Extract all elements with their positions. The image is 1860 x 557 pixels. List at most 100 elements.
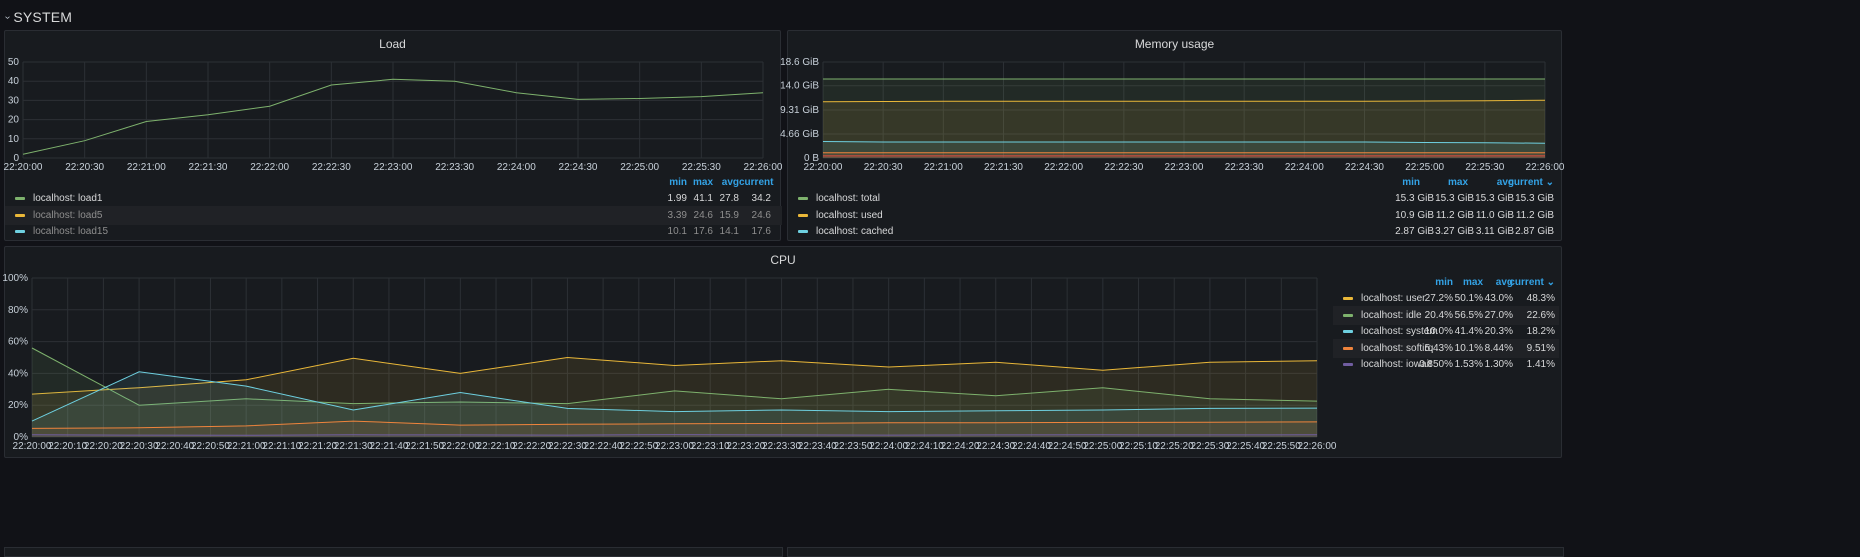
y-tick-label: 10 — [8, 134, 20, 145]
legend-item[interactable]: localhost: system 10.0% 41.4% 20.3% 18.2% — [1333, 322, 1559, 341]
legend-series-name[interactable]: localhost: system — [1361, 326, 1438, 337]
panel-load[interactable]: Load 0 10 20 30 40 50 22:20:00 22:20:30 22:21:00… — [4, 30, 783, 241]
y-tick-label: 0% — [14, 432, 29, 443]
load-chart[interactable]: 0 10 20 30 40 50 22:20:00 22:20:30 22:21:00 22:21… — [4, 31, 783, 201]
legend-item[interactable]: localhost: idle 20.4% 56.5% 27.0% 22.6% — [1333, 305, 1559, 325]
series-color-swatch[interactable] — [1343, 346, 1353, 350]
legend-header-avg[interactable]: avg — [1496, 177, 1514, 188]
series-color-swatch[interactable] — [1343, 297, 1353, 300]
legend-header-current[interactable]: current ⌄ — [1508, 177, 1554, 188]
x-tick-label: 22:20:50 — [191, 441, 230, 452]
legend-header-max[interactable]: max — [1447, 177, 1468, 188]
x-tick-label: 22:24:30 — [1345, 162, 1384, 173]
legend-item[interactable]: localhost: user 27.2% 50.1% 43.0% 48.3% — [1333, 289, 1559, 308]
panel-title[interactable]: CPU — [770, 253, 796, 267]
x-tick-label: 22:21:30 — [984, 162, 1023, 173]
legend-value-min: 0.850% — [1419, 359, 1453, 370]
legend-value-avg: 27.0% — [1484, 309, 1513, 321]
legend-value-current: 34.2 — [751, 193, 771, 204]
cpu-chart[interactable]: 0%20%40%60%80%100%22:20:0022:20:1022:20:… — [2, 247, 1336, 459]
x-tick-label: 22:23:30 — [762, 441, 801, 452]
legend-item[interactable]: localhost: softirq 5.43% 10.1% 8.44% 9.51% — [1333, 338, 1559, 358]
legend-value-current: 15.3 GiB — [1515, 193, 1554, 204]
legend-series-name[interactable]: localhost: softirq — [1361, 342, 1434, 354]
collapsed-panel-left — [4, 547, 783, 557]
panel-memory-usage[interactable]: Memory usage 0 B 4.66 GiB 9.31 GiB 14.0 GiB… — [780, 30, 1565, 241]
series-color-swatch[interactable] — [798, 230, 808, 233]
legend-value-min: 5.43% — [1424, 342, 1453, 354]
panel-cpu[interactable]: CPU 0% 20% 40% 60% 80% 100% 22:20:00 22:20:10 22… — [2, 246, 1562, 459]
x-tick-label: 22:23:00 — [655, 441, 694, 452]
series-line-localhost-cached — [822, 141, 1546, 144]
series-color-swatch[interactable] — [15, 197, 25, 200]
legend-item[interactable]: localhost: used 10.9 GiB 11.2 GiB 11.0 GiB 1… — [788, 206, 1563, 225]
legend-value-avg: 15.3 GiB — [1475, 193, 1514, 204]
y-tick-label: 40% — [8, 368, 28, 379]
legend-item[interactable]: localhost: total 15.3 GiB 15.3 GiB 15.3 GiB… — [788, 189, 1563, 208]
x-tick-label: 22:21:20 — [298, 441, 337, 452]
series-color-swatch[interactable] — [1343, 363, 1353, 366]
legend-header-max[interactable]: max — [692, 177, 713, 188]
legend-item[interactable]: localhost: load1 1.99 41.1 27.8 34.2 — [5, 189, 782, 208]
legend-series-name[interactable]: localhost: user — [1361, 293, 1426, 304]
x-tick-label: 22:24:00 — [497, 162, 536, 173]
series-area-free — [823, 155, 1545, 158]
series-area-localhost-user — [32, 357, 1317, 437]
x-tick-label: 22:24:00 — [869, 441, 908, 452]
load-legend: min max avg current localhost: load1 1.99… — [5, 177, 782, 239]
x-tick-label: 22:20:30 — [864, 162, 903, 173]
series-color-swatch[interactable] — [15, 230, 25, 233]
legend-series-name[interactable]: localhost: idle — [1361, 309, 1422, 321]
memory-chart[interactable]: 0 B 4.66 GiB 9.31 GiB 14.0 GiB 18.6 GiB 22:20… — [780, 31, 1565, 201]
series-line-localhost-iowait — [31, 434, 1318, 436]
legend-value-current: 22.6% — [1526, 309, 1555, 321]
legend-item[interactable]: localhost: load15 10.1 17.6 14.1 17.6 — [5, 222, 782, 241]
legend-series-name[interactable]: localhost: cached — [816, 226, 894, 237]
legend-header-min[interactable]: min — [1402, 177, 1420, 188]
x-tick-label: 22:22:30 — [548, 441, 587, 452]
legend-series-name[interactable]: localhost: load15 — [33, 226, 109, 237]
legend-value-avg: 43.0% — [1484, 293, 1513, 304]
x-tick-label: 22:25:20 — [1155, 441, 1194, 452]
legend-header-avg[interactable]: avg — [1495, 277, 1513, 288]
series-color-swatch[interactable] — [1343, 330, 1353, 333]
legend-item[interactable]: localhost: cached 2.87 GiB 3.27 GiB 3.11 Gi… — [788, 222, 1563, 241]
x-tick-label: 22:26:00 — [744, 162, 783, 173]
x-tick-label: 22:21:40 — [369, 441, 408, 452]
x-tick-label: 22:23:10 — [691, 441, 730, 452]
legend-value-avg: 27.8 — [719, 193, 739, 204]
legend-header-avg[interactable]: avg — [721, 177, 739, 188]
series-color-swatch[interactable] — [15, 213, 25, 217]
x-tick-label: 22:20:20 — [84, 441, 123, 452]
legend-series-name[interactable]: localhost: load5 — [33, 209, 103, 221]
legend-value-min: 2.87 GiB — [1395, 226, 1434, 237]
series-color-swatch[interactable] — [798, 197, 808, 200]
y-tick-label: 100% — [2, 273, 28, 284]
row-header-system[interactable]: › SYSTEM — [0, 0, 1860, 34]
series-color-swatch[interactable] — [798, 213, 808, 217]
legend-series-name[interactable]: localhost: iowait — [1361, 359, 1432, 370]
legend-item[interactable]: localhost: iowait 0.850% 1.53% 1.30% 1.41% — [1333, 355, 1559, 374]
y-tick-label: 30 — [8, 95, 20, 106]
x-tick-label: 22:23:20 — [726, 441, 765, 452]
legend-series-name[interactable]: localhost: load1 — [33, 193, 103, 204]
collapsed-panel-right — [787, 547, 1564, 557]
legend-series-name[interactable]: localhost: total — [816, 193, 880, 204]
legend-item[interactable]: localhost: load5 3.39 24.6 15.9 24.6 — [5, 205, 782, 225]
x-tick-label: 22:23:30 — [1225, 162, 1264, 173]
legend-header-min[interactable]: min — [669, 177, 687, 188]
legend-header-max[interactable]: max — [1462, 277, 1483, 288]
legend-value-max: 10.1% — [1454, 342, 1483, 354]
legend-series-name[interactable]: localhost: used — [816, 209, 883, 221]
x-tick-label: 22:20:00 — [804, 162, 843, 173]
legend-header-current[interactable]: current ⌄ — [1509, 277, 1555, 288]
legend-value-min: 15.3 GiB — [1395, 193, 1434, 204]
panel-title[interactable]: Memory usage — [1134, 37, 1215, 51]
x-tick-label: 22:24:10 — [905, 441, 944, 452]
panel-title[interactable]: Load — [379, 37, 406, 51]
legend-header-min[interactable]: min — [1435, 277, 1453, 288]
x-tick-label: 22:23:00 — [1165, 162, 1204, 173]
series-color-swatch[interactable] — [1343, 313, 1353, 317]
legend-header-current[interactable]: current — [739, 177, 774, 188]
x-tick-label: 22:25:30 — [1465, 162, 1504, 173]
